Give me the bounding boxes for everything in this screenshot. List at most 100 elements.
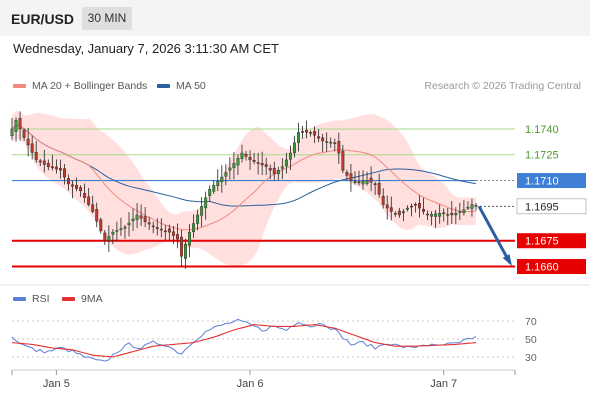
candle (442, 212, 446, 214)
candle (438, 213, 442, 217)
candle (397, 210, 401, 216)
candle (401, 211, 405, 214)
candle (434, 213, 438, 217)
candle (119, 228, 123, 230)
candle (369, 177, 373, 183)
candle (135, 214, 139, 220)
candle (46, 162, 50, 167)
candle (143, 216, 147, 223)
price-label: 1.1740 (525, 124, 559, 136)
candle (163, 230, 167, 233)
candle (67, 178, 70, 185)
candle (325, 141, 329, 143)
candle (333, 142, 337, 144)
candle (377, 183, 381, 195)
candle (240, 152, 244, 159)
legend-rsi: RSI (13, 293, 50, 305)
price-label: 1.1660 (525, 262, 559, 274)
candle (305, 129, 308, 133)
candle (458, 211, 462, 213)
candle (385, 204, 389, 209)
candle (192, 223, 196, 233)
candle (208, 188, 212, 196)
candle (204, 197, 208, 209)
candle (184, 243, 187, 259)
candle (224, 172, 228, 177)
rsi-line (11, 318, 477, 362)
legend-ma20-label: MA 20 + Bollinger Bands (32, 80, 148, 92)
candles (10, 111, 478, 269)
candle (272, 167, 276, 174)
candle (361, 181, 365, 185)
candle (167, 228, 171, 233)
candle (131, 218, 135, 222)
candle (75, 185, 79, 189)
candle (10, 128, 14, 137)
candle (317, 136, 321, 139)
rsi-swatch (13, 297, 26, 302)
rsi-tick-label: 30 (525, 352, 537, 364)
candle (26, 138, 30, 146)
legend-ma9-label: 9MA (81, 293, 103, 305)
candle (34, 152, 38, 161)
candle (252, 160, 256, 162)
ma50-swatch (157, 84, 170, 89)
candle (147, 222, 151, 225)
candle (381, 195, 385, 205)
price-label: 1.1675 (525, 236, 559, 248)
legend-ma50: MA 50 (157, 80, 206, 92)
candle (71, 184, 74, 187)
candle (58, 168, 62, 171)
candle (123, 226, 127, 229)
candle (462, 209, 466, 214)
ma20-swatch (13, 84, 26, 89)
candle (14, 120, 18, 132)
ma9-swatch (62, 297, 75, 302)
candle (454, 213, 458, 216)
candle (405, 207, 409, 210)
candle (470, 204, 474, 209)
legend-ma50-label: MA 50 (176, 80, 206, 92)
candle (373, 183, 377, 185)
candle (87, 196, 91, 205)
candle (389, 207, 393, 212)
x-tick-label: Jan 6 (237, 378, 264, 390)
candle (430, 214, 434, 217)
rsi-tick-label: 50 (525, 334, 537, 346)
copyright-text: Research © 2026 Trading Central (424, 80, 581, 92)
candle (103, 232, 107, 241)
price-label: 1.1725 (525, 150, 559, 162)
candle (393, 213, 397, 215)
timeframe-button[interactable]: 30 MIN (82, 7, 132, 30)
candle (288, 152, 292, 160)
candle (426, 213, 430, 216)
candle (284, 159, 288, 167)
candle (115, 230, 119, 232)
candle (446, 214, 450, 216)
candle (180, 236, 183, 257)
candle (18, 117, 22, 130)
datetime-text: Wednesday, January 7, 2026 3:11:30 AM CE… (13, 41, 279, 56)
price-label-bg (517, 173, 586, 189)
candle (139, 215, 143, 219)
candle (280, 166, 284, 169)
candle (321, 137, 325, 142)
candle (212, 184, 216, 192)
candle (329, 141, 333, 144)
price-label-bg (517, 259, 586, 275)
candle (256, 162, 260, 164)
candle (50, 166, 54, 169)
x-tick-label: Jan 5 (43, 378, 70, 390)
candle (365, 180, 369, 184)
candle (268, 167, 272, 171)
candle (127, 222, 131, 226)
price-label-bg (516, 198, 587, 215)
candle (196, 214, 200, 224)
candle (422, 209, 425, 212)
symbol-title: EUR/USD (11, 11, 75, 27)
candle (79, 187, 83, 192)
candle (188, 231, 191, 246)
candle (297, 132, 300, 143)
candle (474, 205, 478, 207)
